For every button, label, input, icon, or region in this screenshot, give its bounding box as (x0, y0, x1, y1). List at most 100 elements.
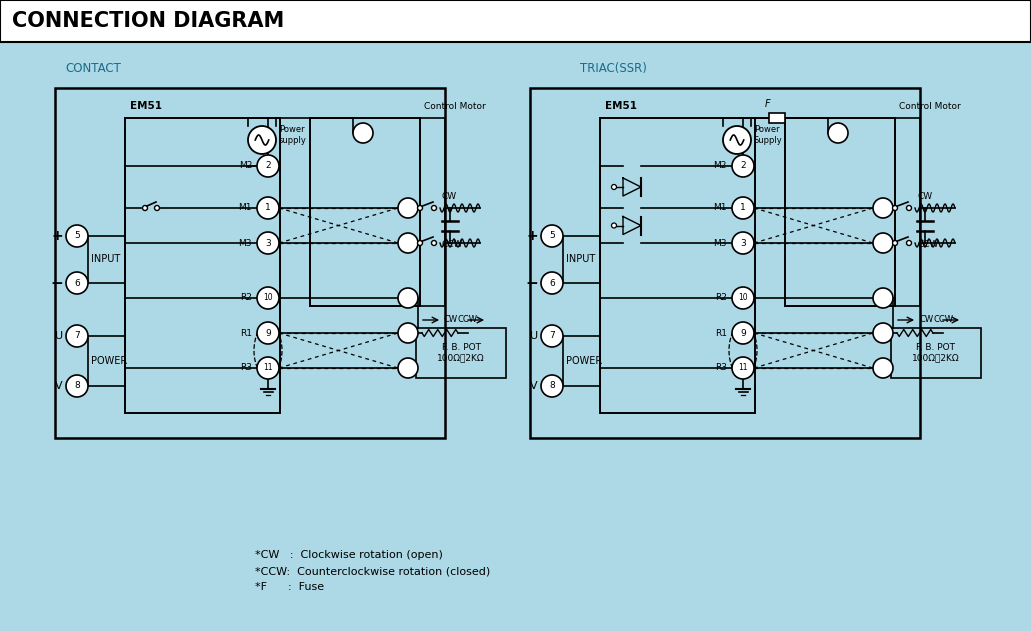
Circle shape (257, 197, 279, 219)
Text: F: F (765, 99, 770, 109)
Bar (415, 328, 506, 378)
Text: V: V (56, 381, 63, 391)
Circle shape (873, 323, 893, 343)
Circle shape (257, 155, 279, 177)
Text: 10: 10 (738, 293, 747, 302)
Circle shape (257, 322, 279, 344)
Text: INPUT: INPUT (91, 254, 121, 264)
Text: Control Motor: Control Motor (424, 102, 486, 111)
Circle shape (906, 240, 911, 245)
Circle shape (873, 288, 893, 308)
Text: 8: 8 (74, 382, 79, 391)
Text: R1: R1 (716, 329, 727, 338)
Text: R2: R2 (716, 293, 727, 302)
Circle shape (541, 272, 563, 294)
Bar (600, 118, 755, 413)
Text: CW: CW (444, 316, 458, 324)
Circle shape (257, 357, 279, 379)
Text: 2: 2 (740, 162, 745, 170)
Text: POWER: POWER (91, 356, 127, 366)
Circle shape (732, 287, 754, 309)
Text: 11: 11 (263, 363, 273, 372)
Circle shape (398, 233, 418, 253)
Text: *CW   :  Clockwise rotation (open): *CW : Clockwise rotation (open) (255, 550, 443, 560)
Circle shape (828, 123, 849, 143)
Bar (0, 0, 1031, 42)
Text: 9: 9 (265, 329, 271, 338)
Circle shape (906, 206, 911, 211)
Circle shape (893, 206, 898, 211)
Text: *CCW:  Counterclockwise rotation (closed): *CCW: Counterclockwise rotation (closed) (255, 566, 491, 576)
Text: Power
Supply: Power Supply (754, 126, 783, 144)
Text: INPUT: INPUT (566, 254, 595, 264)
Circle shape (611, 223, 617, 228)
Circle shape (732, 232, 754, 254)
Text: 7: 7 (74, 331, 79, 341)
Circle shape (732, 155, 754, 177)
Text: CCW: CCW (442, 240, 463, 249)
Circle shape (732, 197, 754, 219)
Text: U: U (530, 331, 538, 341)
Text: R3: R3 (240, 363, 252, 372)
Text: F. B. POT
100Ω～2KΩ: F. B. POT 100Ω～2KΩ (437, 343, 485, 363)
Text: CCW: CCW (933, 316, 953, 324)
Text: M2: M2 (238, 162, 252, 170)
Text: EM51: EM51 (605, 101, 637, 111)
Circle shape (155, 206, 160, 211)
Circle shape (257, 287, 279, 309)
Text: V: V (530, 381, 538, 391)
Text: R2: R2 (240, 293, 252, 302)
Text: EM51: EM51 (130, 101, 162, 111)
Circle shape (732, 322, 754, 344)
Text: Control Motor: Control Motor (899, 102, 961, 111)
Bar (55, 88, 445, 438)
Text: CCW: CCW (917, 240, 938, 249)
Text: 1: 1 (265, 204, 271, 213)
Circle shape (541, 225, 563, 247)
Circle shape (398, 198, 418, 218)
Text: 3: 3 (740, 239, 745, 247)
Circle shape (418, 240, 423, 245)
Circle shape (66, 325, 88, 347)
Bar (891, 328, 982, 378)
Text: 10: 10 (263, 293, 273, 302)
Text: *F      :  Fuse: *F : Fuse (255, 582, 324, 592)
Text: M3: M3 (713, 239, 727, 247)
Text: 11: 11 (738, 363, 747, 372)
Bar (125, 118, 280, 413)
Text: U: U (55, 331, 63, 341)
Bar (530, 88, 920, 438)
Circle shape (66, 375, 88, 397)
Text: 9: 9 (740, 329, 745, 338)
Circle shape (66, 272, 88, 294)
Circle shape (142, 206, 147, 211)
Circle shape (418, 206, 423, 211)
Text: CONNECTION DIAGRAM: CONNECTION DIAGRAM (12, 11, 285, 31)
Text: POWER: POWER (566, 356, 602, 366)
Circle shape (66, 225, 88, 247)
Bar (785, 118, 895, 306)
Circle shape (873, 358, 893, 378)
Text: CCW: CCW (458, 316, 478, 324)
Text: M1: M1 (238, 204, 252, 213)
Text: −: − (525, 276, 538, 290)
Circle shape (353, 123, 373, 143)
Circle shape (873, 233, 893, 253)
Text: 3: 3 (265, 239, 271, 247)
Circle shape (541, 375, 563, 397)
Text: CW: CW (919, 316, 933, 324)
Text: 1: 1 (740, 204, 745, 213)
Circle shape (398, 288, 418, 308)
Text: +: + (52, 229, 63, 243)
Circle shape (541, 325, 563, 347)
Circle shape (248, 126, 276, 154)
Text: −: − (51, 276, 63, 290)
Text: M1: M1 (713, 204, 727, 213)
Text: 5: 5 (74, 232, 79, 240)
Text: 6: 6 (550, 278, 555, 288)
Bar (310, 118, 420, 306)
Text: TRIAC(SSR): TRIAC(SSR) (580, 62, 646, 75)
Bar (769, 113, 785, 123)
Circle shape (257, 232, 279, 254)
Circle shape (611, 184, 617, 189)
